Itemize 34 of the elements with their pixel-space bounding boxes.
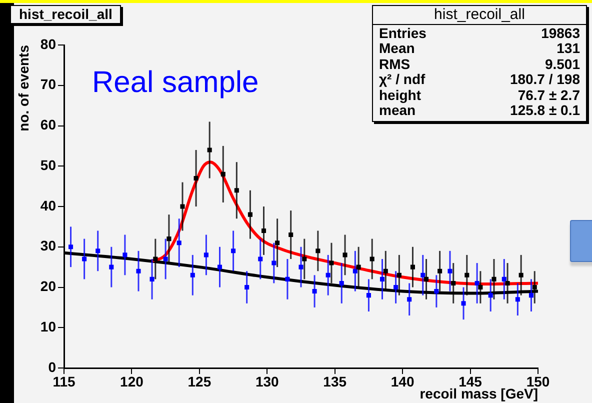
annotation: 125.8 ± 0.1 xyxy=(510,102,580,118)
y-tick-label: 40 xyxy=(40,197,56,214)
annotation: 180.7 / 198 xyxy=(510,71,580,88)
y-tick-label: 60 xyxy=(40,116,56,133)
chart-title: hist_recoil_all xyxy=(10,5,122,24)
x-tick-label: 140 xyxy=(390,373,414,390)
point xyxy=(180,204,185,209)
text: hist_recoil_all xyxy=(373,6,586,24)
x-tick-label: 150 xyxy=(526,373,550,390)
y-tick-label: 30 xyxy=(40,238,56,254)
annotation: χ² / ndf xyxy=(379,71,426,88)
text: 131 xyxy=(556,40,580,56)
annotation: RMS xyxy=(379,56,412,72)
y-tick-label: 10 xyxy=(40,318,56,334)
y-tick-label: 80 xyxy=(40,36,56,52)
y-tick-label: 0 xyxy=(48,358,56,375)
y-tick-label: 70 xyxy=(40,76,56,92)
annotation: height xyxy=(379,86,422,103)
text: 9.501 xyxy=(544,56,580,72)
text: Entries xyxy=(379,24,428,41)
x-tick-label: 130 xyxy=(255,373,280,390)
y-tick-label: 50 xyxy=(40,156,56,173)
annotation: 76.7 ± 2.7 xyxy=(516,86,580,103)
y-tick-label: 20 xyxy=(40,278,56,294)
x-tick-label: 145 xyxy=(458,373,482,390)
x-tick-label: 120 xyxy=(120,373,144,390)
annotation: Mean xyxy=(379,40,416,56)
x-tick-label: 135 xyxy=(323,373,347,390)
x-tick-label: 125 xyxy=(188,373,212,390)
annotation: mean xyxy=(379,102,416,118)
text: 19863 xyxy=(540,24,580,41)
x-tick-label: 115 xyxy=(52,373,76,390)
y-axis-title: no. of events xyxy=(15,44,32,132)
annotation: Real sample xyxy=(92,66,259,100)
